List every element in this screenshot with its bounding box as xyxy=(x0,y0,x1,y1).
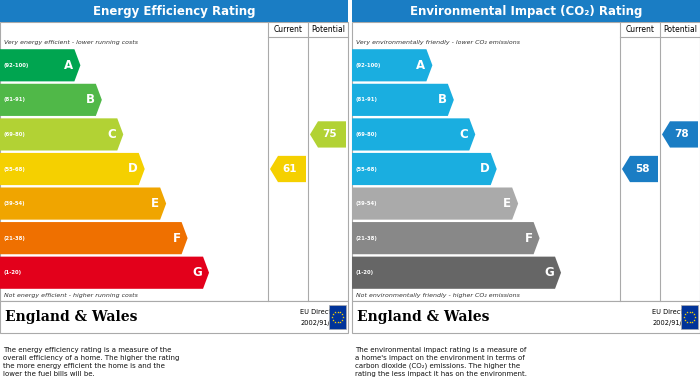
Text: 75: 75 xyxy=(323,129,337,140)
Text: A: A xyxy=(416,59,426,72)
Polygon shape xyxy=(0,188,166,220)
Text: Not environmentally friendly - higher CO₂ emissions: Not environmentally friendly - higher CO… xyxy=(356,293,520,298)
Polygon shape xyxy=(0,153,145,185)
Polygon shape xyxy=(352,256,561,289)
Bar xyxy=(681,305,698,329)
Text: Current: Current xyxy=(626,25,655,34)
Polygon shape xyxy=(0,49,80,81)
Text: The environmental impact rating is a measure of
a home's impact on the environme: The environmental impact rating is a mea… xyxy=(355,347,527,377)
Text: (92-100): (92-100) xyxy=(356,63,382,68)
Text: C: C xyxy=(108,128,116,141)
Text: Very energy efficient - lower running costs: Very energy efficient - lower running co… xyxy=(4,40,138,45)
Text: G: G xyxy=(193,266,202,279)
Bar xyxy=(352,0,700,22)
Polygon shape xyxy=(0,118,123,151)
Text: England & Wales: England & Wales xyxy=(5,310,137,324)
Text: (39-54): (39-54) xyxy=(4,201,26,206)
Bar xyxy=(0,22,348,301)
Bar xyxy=(329,305,346,329)
Text: E: E xyxy=(151,197,159,210)
Polygon shape xyxy=(352,84,454,116)
Text: EU Directive: EU Directive xyxy=(300,309,340,315)
Text: Potential: Potential xyxy=(311,25,345,34)
Polygon shape xyxy=(310,121,346,147)
Polygon shape xyxy=(352,153,497,185)
Text: 78: 78 xyxy=(675,129,690,140)
Polygon shape xyxy=(0,256,209,289)
Text: 61: 61 xyxy=(283,164,298,174)
Bar xyxy=(0,301,348,333)
Text: England & Wales: England & Wales xyxy=(357,310,489,324)
Text: 2002/91/EC: 2002/91/EC xyxy=(652,320,692,326)
Text: (92-100): (92-100) xyxy=(4,63,29,68)
Text: (69-80): (69-80) xyxy=(356,132,378,137)
Text: F: F xyxy=(524,231,533,245)
Bar xyxy=(0,0,348,22)
Polygon shape xyxy=(352,118,475,151)
Text: B: B xyxy=(86,93,94,106)
Text: (81-91): (81-91) xyxy=(356,97,378,102)
Text: 58: 58 xyxy=(635,164,650,174)
Text: A: A xyxy=(64,59,74,72)
Text: (21-38): (21-38) xyxy=(4,236,26,240)
Polygon shape xyxy=(352,222,540,254)
Text: (69-80): (69-80) xyxy=(4,132,26,137)
Bar xyxy=(352,301,700,333)
Text: (55-68): (55-68) xyxy=(356,167,378,172)
Bar xyxy=(352,22,700,301)
Text: 2002/91/EC: 2002/91/EC xyxy=(301,320,340,326)
Polygon shape xyxy=(0,222,188,254)
Text: (21-38): (21-38) xyxy=(356,236,378,240)
Text: E: E xyxy=(503,197,511,210)
Polygon shape xyxy=(662,121,698,147)
Text: Energy Efficiency Rating: Energy Efficiency Rating xyxy=(92,5,256,18)
Text: G: G xyxy=(545,266,554,279)
Text: Environmental Impact (CO₂) Rating: Environmental Impact (CO₂) Rating xyxy=(410,5,642,18)
Text: The energy efficiency rating is a measure of the
overall efficiency of a home. T: The energy efficiency rating is a measur… xyxy=(3,347,179,377)
Text: (1-20): (1-20) xyxy=(356,270,374,275)
Polygon shape xyxy=(622,156,658,182)
Polygon shape xyxy=(270,156,306,182)
Text: (81-91): (81-91) xyxy=(4,97,26,102)
Text: Current: Current xyxy=(274,25,302,34)
Text: (55-68): (55-68) xyxy=(4,167,26,172)
Text: (39-54): (39-54) xyxy=(356,201,377,206)
Text: Very environmentally friendly - lower CO₂ emissions: Very environmentally friendly - lower CO… xyxy=(356,40,520,45)
Text: B: B xyxy=(438,93,447,106)
Polygon shape xyxy=(352,49,433,81)
Text: Not energy efficient - higher running costs: Not energy efficient - higher running co… xyxy=(4,293,138,298)
Polygon shape xyxy=(0,84,102,116)
Text: (1-20): (1-20) xyxy=(4,270,22,275)
Text: EU Directive: EU Directive xyxy=(652,309,692,315)
Text: F: F xyxy=(173,231,181,245)
Text: C: C xyxy=(459,128,468,141)
Text: Potential: Potential xyxy=(663,25,697,34)
Text: D: D xyxy=(480,163,490,176)
Text: D: D xyxy=(128,163,138,176)
Polygon shape xyxy=(352,188,518,220)
